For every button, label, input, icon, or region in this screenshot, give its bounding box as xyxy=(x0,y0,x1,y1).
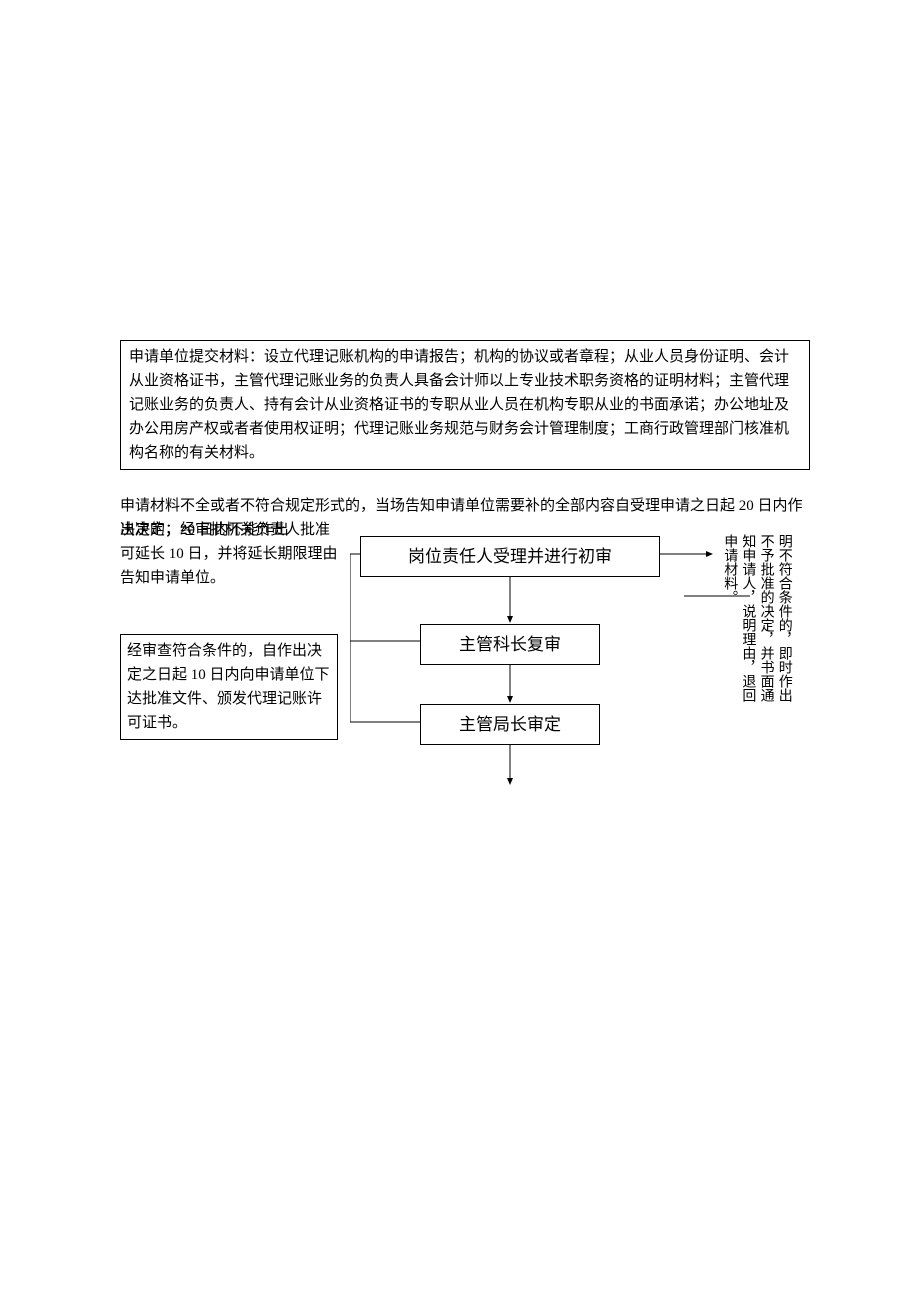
flow-node-section-review: 主管科长复审 xyxy=(420,624,600,665)
materials-text: 申请单位提交材料：设立代理记账机构的申请报告；机构的协议或者章程；从业人员身份证… xyxy=(129,349,789,461)
flow-node-2-label: 主管科长复审 xyxy=(459,635,561,654)
left-note-1: 决定的，经审批机关负责人批准可延长 10 日，并将延长期限理由告知申请单位。 xyxy=(120,518,338,590)
right-note: 明不符合条件的，即时作出不予批准的决定，并书面通知申请人，说明理由，退回申请材料… xyxy=(720,534,804,714)
flow-node-3-label: 主管局长审定 xyxy=(459,715,561,734)
middle-section: 申请材料不全或者不符合规定形式的，当场告知申请单位需要补的全部内容自受理申请之日… xyxy=(120,494,820,542)
left-note-1-text: 决定的，经审批机关负责人批准可延长 10 日，并将延长期限理由告知申请单位。 xyxy=(120,522,338,586)
flow-node-initial-review: 岗位责任人受理并进行初审 xyxy=(360,536,660,577)
flow-node-director-approval: 主管局长审定 xyxy=(420,704,600,745)
materials-box: 申请单位提交材料：设立代理记账机构的申请报告；机构的协议或者章程；从业人员身份证… xyxy=(120,340,810,470)
flow-node-1-label: 岗位责任人受理并进行初审 xyxy=(408,547,612,566)
left-note-2-text: 经审查符合条件的，自作出决定之日起 10 日内向申请单位下达批准文件、颁发代理记… xyxy=(127,643,330,731)
left-note-2: 经审查符合条件的，自作出决定之日起 10 日内向申请单位下达批准文件、颁发代理记… xyxy=(120,634,338,740)
right-note-text: 明不符合条件的，即时作出不予批准的决定，并书面通知申请人，说明理由，退回申请材料… xyxy=(720,534,793,714)
